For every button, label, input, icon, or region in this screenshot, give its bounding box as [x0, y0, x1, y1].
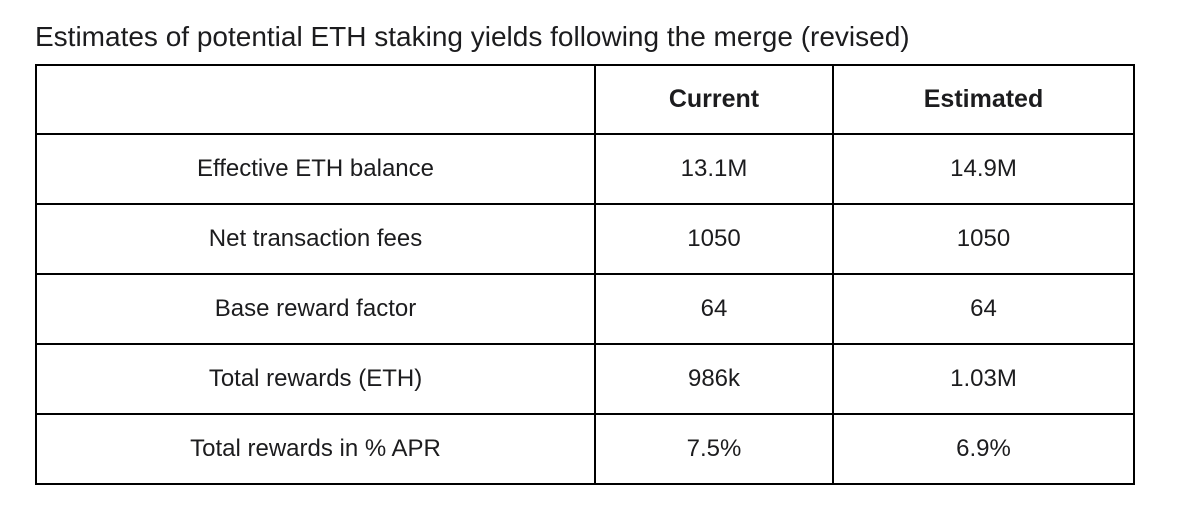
- column-header-current: Current: [594, 64, 834, 135]
- row-label-cell: Base reward factor: [35, 273, 596, 345]
- row-label-cell: Net transaction fees: [35, 203, 596, 275]
- table-row: Total rewards in % APR 7.5% 6.9%: [35, 413, 1135, 485]
- row-label-cell: Effective ETH balance: [35, 133, 596, 205]
- table-row: Net transaction fees 1050 1050: [35, 203, 1135, 275]
- estimated-value-cell: 64: [832, 273, 1135, 345]
- current-value-cell: 7.5%: [594, 413, 834, 485]
- column-header-blank: [35, 64, 596, 135]
- current-value-cell: 986k: [594, 343, 834, 415]
- row-label-cell: Total rewards in % APR: [35, 413, 596, 485]
- table-row: Total rewards (ETH) 986k 1.03M: [35, 343, 1135, 415]
- current-value-cell: 13.1M: [594, 133, 834, 205]
- staking-yields-table: Current Estimated Effective ETH balance …: [35, 64, 1135, 485]
- figure-title: Estimates of potential ETH staking yield…: [35, 21, 910, 52]
- estimated-value-cell: 1050: [832, 203, 1135, 275]
- current-value-cell: 64: [594, 273, 834, 345]
- estimated-value-cell: 14.9M: [832, 133, 1135, 205]
- column-header-estimated: Estimated: [832, 64, 1135, 135]
- row-label-cell: Total rewards (ETH): [35, 343, 596, 415]
- estimated-value-cell: 1.03M: [832, 343, 1135, 415]
- header-row: Current Estimated: [35, 64, 1135, 135]
- table-row: Effective ETH balance 13.1M 14.9M: [35, 133, 1135, 205]
- estimated-value-cell: 6.9%: [832, 413, 1135, 485]
- table-row: Base reward factor 64 64: [35, 273, 1135, 345]
- current-value-cell: 1050: [594, 203, 834, 275]
